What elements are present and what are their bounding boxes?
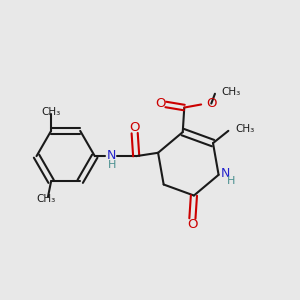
Text: CH₃: CH₃ <box>236 124 255 134</box>
Text: N: N <box>221 167 230 180</box>
Text: H: H <box>108 160 116 170</box>
Text: O: O <box>206 97 217 110</box>
Text: O: O <box>187 218 198 230</box>
Text: O: O <box>155 97 166 110</box>
Text: H: H <box>227 176 236 186</box>
Text: N: N <box>107 149 116 162</box>
Text: CH₃: CH₃ <box>222 87 241 97</box>
Text: CH₃: CH₃ <box>41 107 61 117</box>
Text: O: O <box>129 121 140 134</box>
Text: CH₃: CH₃ <box>37 194 56 204</box>
